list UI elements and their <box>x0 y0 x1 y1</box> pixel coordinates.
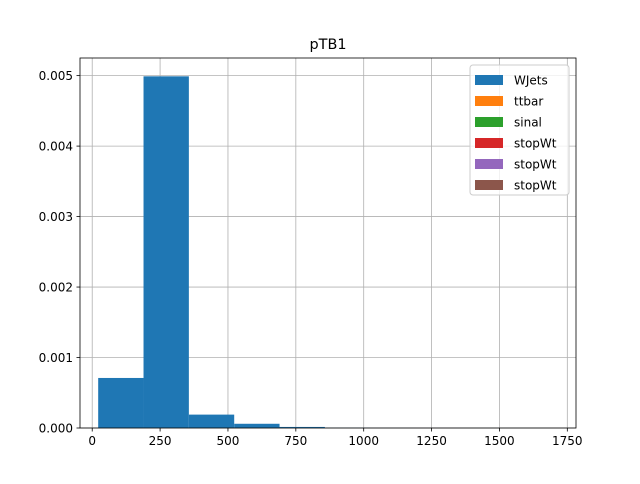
histogram-bar <box>189 415 234 428</box>
y-tick-label: 0.002 <box>39 281 73 295</box>
legend-swatch <box>475 159 503 169</box>
x-axis: 0 250 500 750 1000 1250 1500 1750 <box>88 428 582 448</box>
chart-title: pTB1 <box>310 37 347 53</box>
x-tick-label: 1500 <box>484 434 515 448</box>
y-tick-label: 0.000 <box>39 422 73 436</box>
legend-swatch <box>475 180 503 190</box>
legend-swatch <box>475 96 503 106</box>
x-tick-label: 500 <box>217 434 240 448</box>
legend-label: ttbar <box>514 95 543 109</box>
legend-label: sinal <box>514 116 542 130</box>
legend-swatch <box>475 138 503 148</box>
legend-label: stopWt <box>514 137 557 151</box>
legend-swatch <box>475 117 503 127</box>
y-tick-label: 0.003 <box>39 210 73 224</box>
histogram-bar <box>98 378 143 428</box>
x-tick-label: 750 <box>284 434 307 448</box>
x-tick-label: 0 <box>88 434 96 448</box>
y-tick-label: 0.004 <box>39 140 73 154</box>
y-tick-label: 0.005 <box>39 69 73 83</box>
y-axis: 0.000 0.001 0.002 0.003 0.004 0.005 <box>39 69 80 435</box>
x-tick-label: 1250 <box>416 434 447 448</box>
legend-label: stopWt <box>514 179 557 193</box>
x-tick-label: 250 <box>149 434 172 448</box>
histogram-bar <box>234 424 279 428</box>
x-tick-label: 1750 <box>552 434 583 448</box>
legend: WJets ttbar sinal stopWt stopWt stopWt <box>470 65 569 195</box>
legend-swatch <box>475 75 503 85</box>
histogram-bar <box>144 76 189 428</box>
legend-label: WJets <box>514 74 548 88</box>
x-tick-label: 1000 <box>348 434 379 448</box>
y-tick-label: 0.001 <box>39 351 73 365</box>
legend-label: stopWt <box>514 158 557 172</box>
